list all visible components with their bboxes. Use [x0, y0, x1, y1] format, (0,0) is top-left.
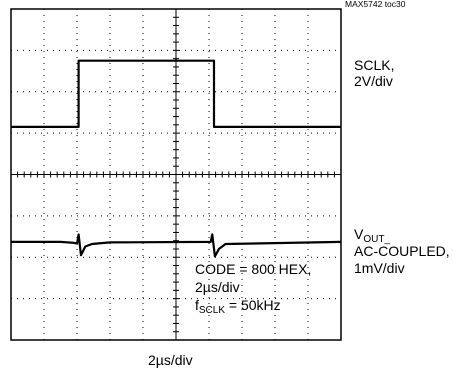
ch2-name: VOUT_: [354, 226, 391, 245]
traces: [11, 59, 342, 258]
figure-reference: MAX5742 toc30: [345, 0, 406, 9]
ch1-name: SCLK,: [354, 57, 395, 73]
ch2-name-sub: OUT_: [363, 234, 391, 245]
plot-frame: [10, 8, 342, 341]
ch1-scale: 2V/div: [354, 73, 393, 89]
ch2-scale: 1mV/div: [354, 260, 405, 276]
trace-sclk: [11, 59, 341, 129]
ch2-name-main: V: [354, 226, 364, 242]
freq-value: = 50kHz: [225, 297, 281, 313]
annotation-code: CODE = 800 HEX,: [195, 261, 312, 277]
annotation-frequency: fSCLK = 50kHz: [195, 297, 281, 316]
ch2-coupling: AC-COUPLED,: [354, 243, 450, 259]
trace-vout: [11, 233, 342, 258]
freq-symbol: f: [195, 297, 199, 313]
freq-subscript: SCLK: [198, 305, 226, 316]
grid: [11, 9, 341, 340]
annotation-timebase: 2µs/div: [195, 279, 240, 295]
x-axis-label: 2µs/div: [148, 352, 193, 368]
